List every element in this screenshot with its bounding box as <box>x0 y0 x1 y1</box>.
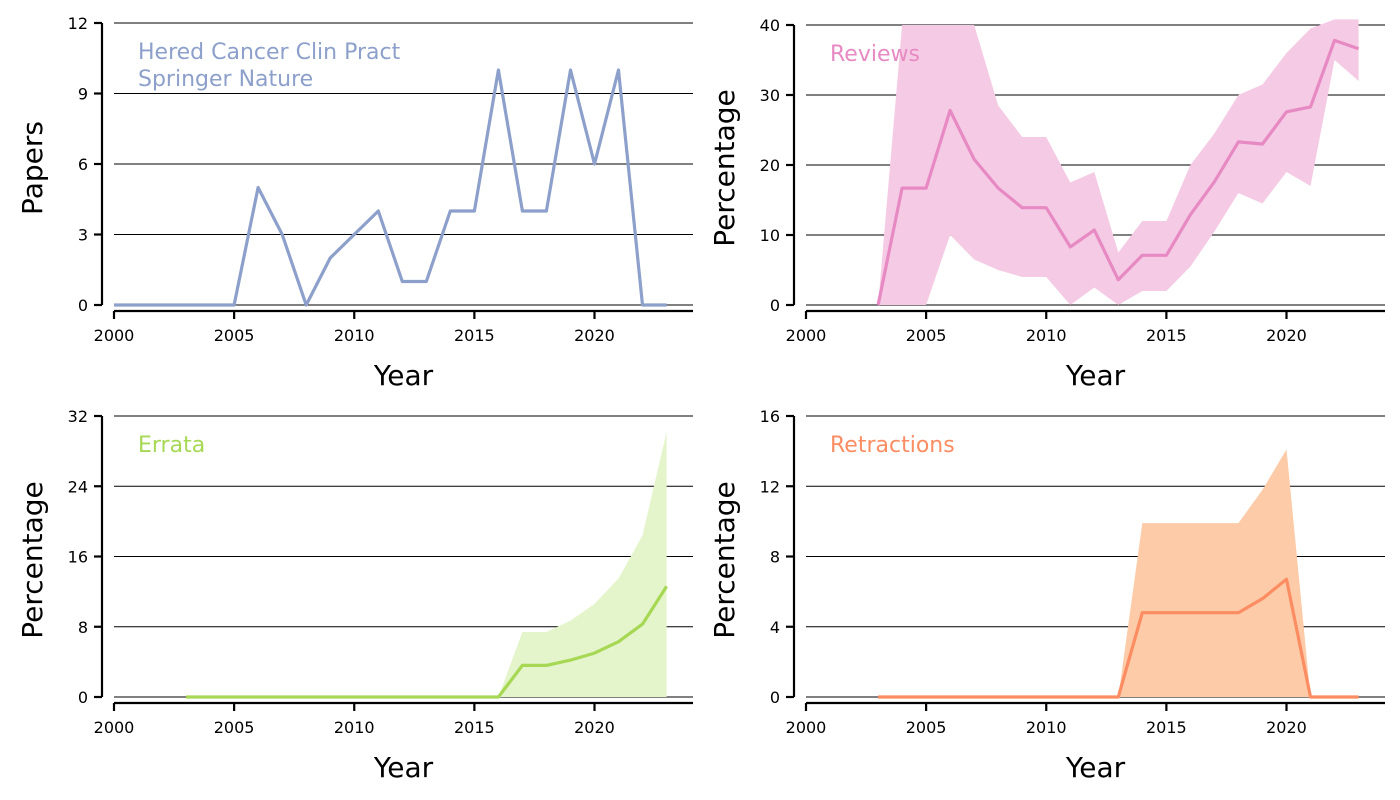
x-tick-label: 2000 <box>786 718 827 737</box>
x-tick-label: 2000 <box>94 718 135 737</box>
x-tick-label: 2015 <box>454 718 495 737</box>
y-tick-label: 6 <box>78 155 88 174</box>
y-tick-label: 9 <box>78 85 88 104</box>
confidence-band <box>878 19 1359 306</box>
x-tick-label: 2020 <box>574 718 615 737</box>
y-tick-label: 4 <box>770 618 780 637</box>
y-tick-label: 0 <box>770 296 780 315</box>
confidence-band <box>878 449 1359 697</box>
y-tick-label: 8 <box>78 618 88 637</box>
y-axis-title: Papers <box>16 121 49 215</box>
annotation-line-1: Errata <box>138 433 205 458</box>
y-tick-label: 16 <box>68 548 88 567</box>
x-tick-label: 2000 <box>786 326 827 345</box>
x-axis-title: Year <box>373 751 434 784</box>
x-tick-label: 2010 <box>334 718 375 737</box>
x-tick-label: 2020 <box>574 326 615 345</box>
y-tick-label: 20 <box>760 156 780 175</box>
x-tick-label: 2000 <box>94 326 135 345</box>
x-tick-label: 2015 <box>454 326 495 345</box>
x-axis-title: Year <box>373 359 434 392</box>
y-tick-label: 12 <box>68 14 88 33</box>
x-tick-label: 2005 <box>214 326 255 345</box>
confidence-band <box>186 431 667 697</box>
x-axis-title: Year <box>1065 751 1126 784</box>
annotation-line-2: Springer Nature <box>138 67 313 92</box>
y-tick-label: 0 <box>78 296 88 315</box>
y-axis-title: Percentage <box>708 89 741 247</box>
y-tick-label: 0 <box>770 688 780 707</box>
x-tick-label: 2005 <box>906 718 947 737</box>
chart-panel-2: 0 10 20 30 40 2000 2005 2010 2015 2020 Year Percent… <box>708 16 1385 392</box>
y-tick-label: 0 <box>78 688 88 707</box>
y-tick-label: 16 <box>760 407 780 426</box>
x-axis-title: Year <box>1065 359 1126 392</box>
x-tick-label: 2015 <box>1146 326 1187 345</box>
x-tick-label: 2020 <box>1266 326 1307 345</box>
y-tick-label: 8 <box>770 548 780 567</box>
x-tick-label: 2010 <box>1026 718 1067 737</box>
chart-panel-1: 0 3 6 9 12 2000 2005 2010 2015 2020 Year Papers Here… <box>16 14 693 392</box>
y-tick-label: 24 <box>68 477 88 496</box>
x-tick-label: 2010 <box>334 326 375 345</box>
annotation-line-1: Retractions <box>830 433 955 458</box>
annotation-line-1: Hered Cancer Clin Pract <box>138 40 401 65</box>
x-tick-label: 2005 <box>906 326 947 345</box>
chart-panel-3: 0 8 16 24 32 2000 2005 2010 2015 2020 Year Percenta… <box>16 407 693 784</box>
y-tick-label: 30 <box>760 86 780 105</box>
y-tick-label: 32 <box>68 407 88 426</box>
annotation-line-1: Reviews <box>830 42 920 67</box>
series-line <box>114 68 667 307</box>
y-tick-label: 10 <box>760 226 780 245</box>
chart-panel-4: 0 4 8 12 16 2000 2005 2010 2015 2020 Year Percentag… <box>708 407 1385 784</box>
y-tick-label: 40 <box>760 16 780 35</box>
x-tick-label: 2005 <box>214 718 255 737</box>
y-axis-title: Percentage <box>708 481 741 639</box>
y-tick-label: 3 <box>78 226 88 245</box>
x-tick-label: 2015 <box>1146 718 1187 737</box>
x-tick-label: 2020 <box>1266 718 1307 737</box>
y-tick-label: 12 <box>760 477 780 496</box>
x-tick-label: 2010 <box>1026 326 1067 345</box>
y-axis-title: Percentage <box>16 481 49 639</box>
